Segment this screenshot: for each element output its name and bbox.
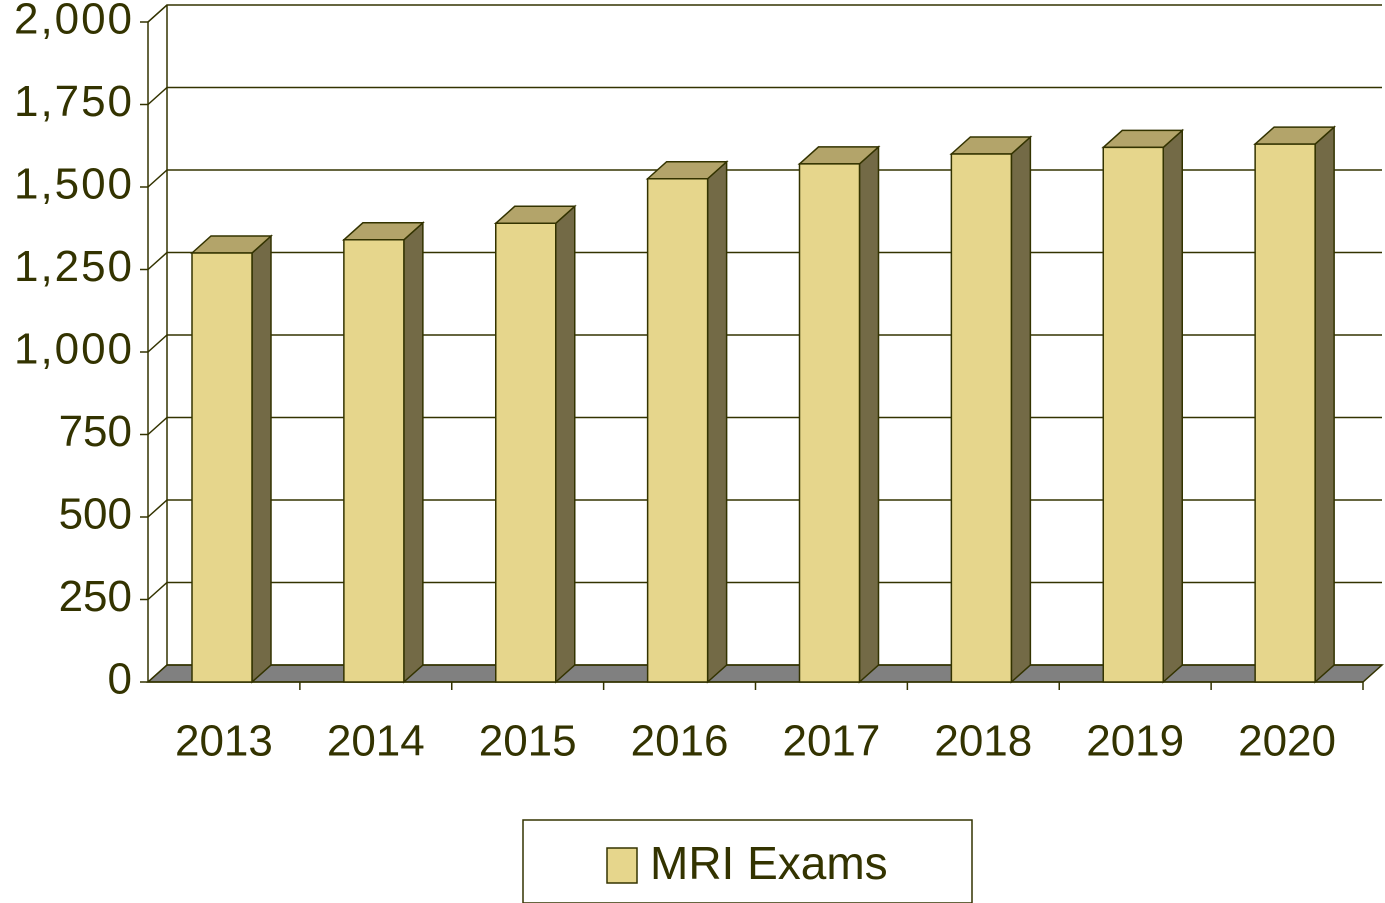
bar-side (555, 204, 576, 684)
bar-front (646, 178, 709, 683)
y-tick-label: 1,000 (14, 325, 132, 374)
bar (341, 221, 425, 684)
bar (493, 204, 577, 684)
grid-line (147, 86, 1382, 106)
grid-line (147, 416, 1382, 436)
y-tick-label: 250 (59, 572, 132, 621)
y-tick-label: 750 (59, 407, 132, 456)
legend-box (522, 819, 973, 903)
bar-side (403, 221, 424, 684)
bar-front (1254, 143, 1316, 683)
bar-front (798, 163, 861, 683)
bar-side (706, 160, 728, 684)
y-tick-label: 1,250 (14, 242, 132, 291)
grid-line (147, 251, 1382, 271)
bar (797, 145, 881, 684)
bar-front (1102, 146, 1164, 683)
x-tick-label: 2019 (1086, 717, 1184, 766)
bar-side (1010, 135, 1032, 684)
bar-side (251, 234, 272, 684)
grid-line (147, 334, 1382, 353)
grid-line (147, 581, 1382, 601)
y-tick-label: 500 (59, 490, 132, 539)
x-tick-label: 2020 (1238, 717, 1336, 766)
y-tick-label: 0 (108, 655, 132, 704)
x-tick-label: 2017 (782, 717, 880, 766)
x-tick-label: 2018 (934, 717, 1032, 766)
bar-side (1314, 125, 1335, 684)
grid-line (147, 499, 1382, 518)
floor (146, 664, 1384, 683)
bar (645, 160, 729, 684)
legend-swatch (606, 847, 638, 884)
x-tick-label: 2016 (631, 717, 729, 766)
bar-front (343, 239, 405, 683)
bar-front (950, 153, 1013, 683)
y-tick-label: 1,750 (14, 77, 132, 126)
bar (1101, 128, 1185, 684)
grid-line (147, 4, 1382, 23)
grid-line (147, 169, 1382, 188)
x-tick-label: 2013 (175, 717, 273, 766)
x-tick-label: 2015 (479, 717, 577, 766)
back-wall (147, 4, 168, 665)
y-tick-label: 1,500 (14, 160, 132, 209)
bar-front (495, 222, 557, 683)
x-tick-label: 2014 (327, 717, 425, 766)
bar (949, 135, 1033, 684)
y-tick-label: 2,000 (14, 0, 132, 44)
bar-side (1162, 128, 1183, 684)
bar (190, 234, 273, 684)
bar (1253, 125, 1337, 684)
bar-front (191, 252, 253, 683)
bar-side (858, 145, 880, 684)
legend-label: MRI Exams (650, 837, 888, 889)
